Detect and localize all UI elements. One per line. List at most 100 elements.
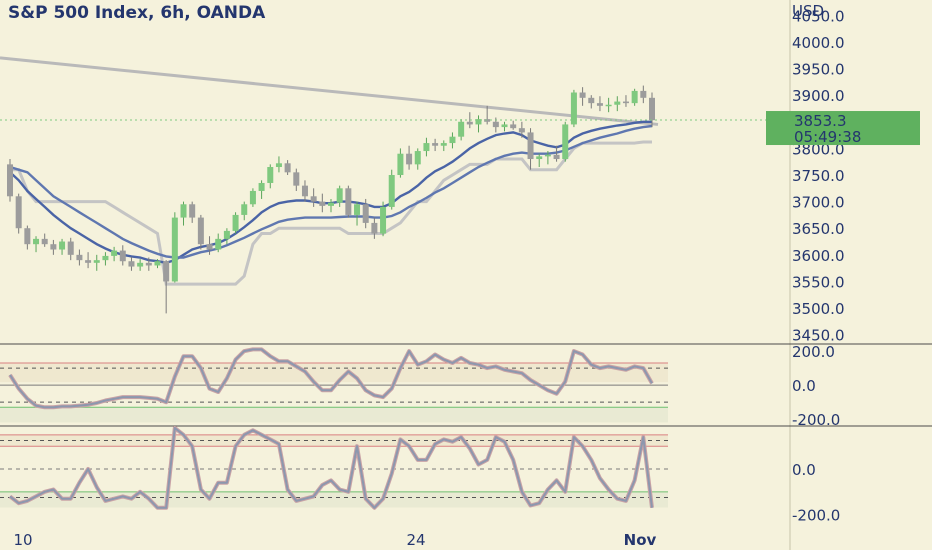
candle-body[interactable]	[267, 167, 274, 183]
candle-body[interactable]	[440, 143, 447, 146]
candle-body[interactable]	[232, 214, 239, 231]
baseline-step-line	[10, 140, 652, 286]
candle-body[interactable]	[41, 238, 48, 245]
price-tick-label: 3450.0	[792, 327, 845, 345]
oscillator-tick-label: 200.0	[792, 343, 835, 361]
price-tick-label: 4050.0	[792, 7, 845, 25]
candle-body[interactable]	[197, 217, 204, 245]
candle-body[interactable]	[414, 151, 421, 165]
candle-body[interactable]	[154, 261, 161, 266]
candle-body[interactable]	[59, 241, 66, 250]
chart-title: S&P 500 Index, 6h, OANDA	[8, 3, 266, 23]
candle-body[interactable]	[570, 92, 577, 125]
price-tick-label: 3500.0	[792, 300, 845, 318]
candle-body[interactable]	[371, 222, 378, 234]
candle-body[interactable]	[449, 136, 456, 144]
moving-average-line	[9, 120, 652, 265]
price-tick-label: 3750.0	[792, 167, 845, 185]
candle-body[interactable]	[432, 143, 439, 146]
candle-body[interactable]	[596, 103, 603, 106]
candle-body[interactable]	[163, 261, 170, 282]
oscillator-tick-label: -200.0	[792, 507, 840, 525]
candle-body[interactable]	[631, 90, 638, 104]
candle-body[interactable]	[24, 228, 31, 245]
currency-label: USD	[792, 2, 824, 20]
candle-body[interactable]	[319, 201, 326, 206]
candle-body[interactable]	[458, 121, 465, 137]
candle-body[interactable]	[76, 254, 83, 261]
candle-body[interactable]	[301, 185, 308, 197]
oscillator-line	[9, 348, 653, 409]
candle-body[interactable]	[579, 92, 586, 98]
candle-body[interactable]	[223, 230, 230, 239]
moving-average-line	[9, 124, 653, 259]
overbought-band	[0, 434, 668, 447]
candle-body[interactable]	[119, 250, 126, 262]
candle-body[interactable]	[145, 262, 152, 266]
candle-body[interactable]	[258, 182, 265, 191]
oversold-band	[0, 407, 668, 423]
candle-body[interactable]	[588, 97, 595, 104]
price-tick-label: 3650.0	[792, 220, 845, 238]
candle-body[interactable]	[241, 204, 248, 215]
candle-body[interactable]	[553, 154, 560, 160]
price-tick-label: 3900.0	[792, 87, 845, 105]
last-price-label: 3853.3	[794, 112, 847, 130]
candle-body[interactable]	[111, 250, 118, 256]
price-tick-label: 3550.0	[792, 273, 845, 291]
candle-body[interactable]	[336, 188, 343, 203]
candle-body[interactable]	[397, 153, 404, 175]
candle-body[interactable]	[527, 132, 534, 160]
candle-body[interactable]	[614, 101, 621, 105]
candle-body[interactable]	[354, 204, 361, 215]
candle-body[interactable]	[215, 238, 222, 250]
candle-body[interactable]	[310, 196, 317, 202]
candle-body[interactable]	[67, 241, 74, 255]
candle-body[interactable]	[423, 143, 430, 152]
candle-body[interactable]	[328, 202, 334, 206]
trend-line	[0, 56, 659, 126]
candle-body[interactable]	[501, 124, 508, 128]
candle-body[interactable]	[380, 206, 387, 234]
candle-body[interactable]	[544, 154, 551, 157]
candle-body[interactable]	[510, 124, 517, 129]
candle-body[interactable]	[206, 244, 213, 250]
price-tick-label: 3950.0	[792, 61, 845, 79]
candle-body[interactable]	[93, 260, 100, 263]
candle-body[interactable]	[128, 261, 135, 267]
candle-body[interactable]	[180, 204, 187, 218]
candle-body[interactable]	[640, 90, 647, 98]
candle-body[interactable]	[466, 121, 473, 125]
candle-body[interactable]	[406, 153, 413, 165]
candle-body[interactable]	[475, 119, 482, 125]
candle-body[interactable]	[284, 163, 291, 173]
price-tick-label: 3700.0	[792, 194, 845, 212]
candle-body[interactable]	[518, 128, 525, 133]
candle-body[interactable]	[622, 101, 629, 104]
price-tick-label: 3600.0	[792, 247, 845, 265]
candle-body[interactable]	[293, 172, 300, 186]
candle-body[interactable]	[362, 204, 369, 223]
candle-body[interactable]	[536, 156, 543, 160]
candle-body[interactable]	[85, 260, 92, 263]
candle-body[interactable]	[562, 124, 569, 160]
candle-body[interactable]	[15, 196, 22, 229]
candle-body[interactable]	[388, 175, 395, 207]
candle-body[interactable]	[492, 121, 499, 128]
candle-body[interactable]	[102, 255, 109, 261]
candle-body[interactable]	[189, 204, 196, 218]
candle-body[interactable]	[605, 104, 612, 107]
candle-body[interactable]	[50, 244, 57, 250]
candle-body[interactable]	[33, 238, 40, 245]
candle-body[interactable]	[649, 97, 655, 121]
candle-body[interactable]	[7, 164, 13, 197]
candle-body[interactable]	[249, 190, 256, 205]
time-tick-label: Nov	[624, 531, 657, 549]
candle-body[interactable]	[484, 119, 491, 122]
candle-body[interactable]	[137, 262, 144, 267]
candle-body[interactable]	[345, 188, 352, 215]
candle-body[interactable]	[275, 163, 282, 168]
candle-body[interactable]	[171, 217, 178, 282]
